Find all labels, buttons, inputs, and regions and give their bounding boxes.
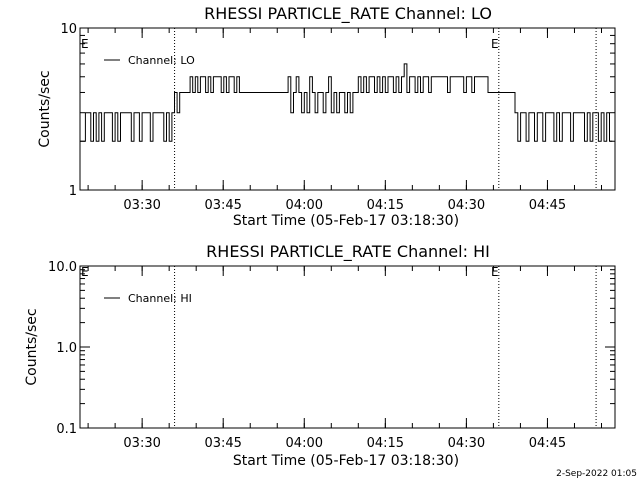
chart-lo-xtick-label: 03:45 xyxy=(204,198,241,213)
chart-hi-xtick-label: 03:45 xyxy=(204,436,241,451)
chart-lo-ylabel: Counts/sec xyxy=(37,70,53,147)
chart-lo-title: RHESSI PARTICLE_RATE Channel: LO xyxy=(204,4,492,24)
chart-hi-title: RHESSI PARTICLE_RATE Channel: HI xyxy=(206,242,490,262)
footer-date: 2-Sep-2022 01:05 xyxy=(556,469,637,479)
chart-hi-xlabel: Start Time (05-Feb-17 03:18:30) xyxy=(233,453,459,469)
chart-lo-e-marker: E xyxy=(81,37,89,51)
chart-lo-frame xyxy=(79,27,616,191)
chart-lo-ytick-label: 10 xyxy=(60,22,77,37)
chart-lo-xlabel: Start Time (05-Feb-17 03:18:30) xyxy=(233,213,459,229)
chart-hi-ytick-label: 0.1 xyxy=(56,422,77,437)
chart-hi-frame xyxy=(79,265,616,429)
chart-lo-xtick-label: 04:30 xyxy=(448,198,485,213)
chart-hi-xtick-label: 04:30 xyxy=(448,436,485,451)
chart-lo-legend-label: Channel: LO xyxy=(128,54,195,67)
chart-lo-ytick-label: 1 xyxy=(69,184,77,199)
chart-lo-series-line xyxy=(80,63,613,142)
chart-hi-e-marker-2: E xyxy=(491,265,499,279)
chart-hi-xtick-label: 04:00 xyxy=(286,436,323,451)
chart-hi-ytick-label: 1.0 xyxy=(56,341,77,356)
chart-hi-xtick-label: 04:45 xyxy=(529,436,566,451)
chart-lo-e-marker-2: E xyxy=(491,37,499,51)
chart-lo-xtick-label: 04:00 xyxy=(286,198,323,213)
chart-hi-xtick-label: 03:30 xyxy=(123,436,160,451)
chart-lo-xtick-label: 04:15 xyxy=(367,198,404,213)
chart-hi-e-marker: E xyxy=(81,265,89,279)
chart-lo-xtick-label: 04:45 xyxy=(529,198,566,213)
chart-hi-ytick-label: 10.0 xyxy=(48,260,77,275)
chart-hi-xtick-label: 04:15 xyxy=(367,436,404,451)
chart-lo-xtick-label: 03:30 xyxy=(123,198,160,213)
chart-hi-legend-label: Channel: HI xyxy=(128,292,192,305)
chart-hi-ylabel: Counts/sec xyxy=(24,308,40,385)
